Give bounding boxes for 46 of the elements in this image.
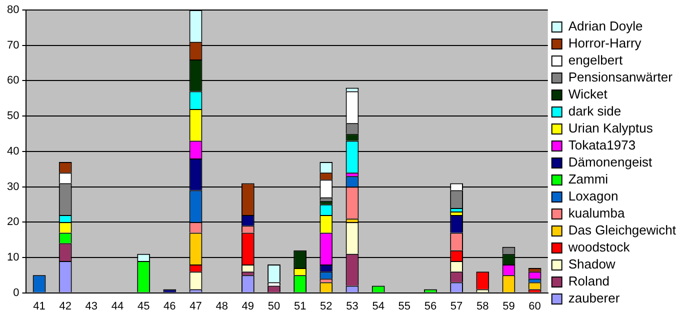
legend-label: kualumba (568, 206, 626, 221)
x-tick-label: 49 (242, 300, 254, 312)
legend-label: Roland (568, 274, 610, 289)
y-tick-label: 0 (13, 286, 20, 299)
y-tick-label: 60 (6, 74, 20, 87)
x-tick-label: 55 (398, 300, 411, 312)
x-tick-label: 41 (33, 300, 46, 312)
x-tick-label: 51 (294, 300, 306, 312)
y-tick-label: 10 (6, 251, 20, 264)
x-tick-label: 47 (190, 300, 202, 312)
x-tick-label: 48 (216, 300, 228, 312)
y-tick-label: 80 (6, 4, 20, 16)
x-tick-label: 45 (137, 300, 150, 312)
legend-label: Shadow (568, 256, 616, 272)
y-tick-label: 50 (6, 110, 20, 122)
legend-label: woodstock (567, 240, 630, 255)
legend-label: Pensionsanwärter (568, 70, 674, 85)
x-tick-label: 59 (502, 300, 515, 312)
legend-label: dark side (568, 104, 622, 119)
legend-label: engelbert (568, 52, 623, 68)
legend-label: Wicket (568, 86, 608, 102)
x-tick-label: 50 (268, 300, 280, 312)
x-tick-label: 44 (111, 300, 124, 312)
x-tick-label: 46 (164, 300, 176, 312)
legend-label: Zammi (568, 172, 608, 187)
x-tick-label: 43 (85, 300, 98, 312)
x-tick-label: 53 (346, 300, 358, 312)
x-tick-label: 42 (59, 300, 72, 312)
y-tick-label: 70 (6, 39, 20, 52)
legend-label: Urian Kalyptus (568, 120, 654, 136)
legend-label: Horror-Harry (568, 36, 642, 51)
y-tick-label: 30 (6, 180, 20, 193)
x-tick-label: 60 (528, 300, 541, 312)
x-tick-label: 57 (450, 300, 463, 312)
legend-label: Tokata1973 (568, 138, 636, 153)
y-tick-label: 20 (6, 216, 20, 228)
x-tick-label: 56 (424, 300, 437, 312)
legend-label: Dämonengeist (568, 154, 653, 170)
legend-label: Loxagon (568, 188, 618, 204)
legend-label: zauberer (568, 290, 620, 306)
legend-label: Das Gleichgewicht (568, 222, 676, 238)
x-tick-label: 58 (476, 300, 489, 312)
legend-label: Adrian Doyle (568, 18, 643, 34)
y-tick-label: 40 (6, 145, 20, 158)
x-tick-label: 54 (372, 300, 384, 312)
x-tick-label: 52 (320, 300, 332, 312)
